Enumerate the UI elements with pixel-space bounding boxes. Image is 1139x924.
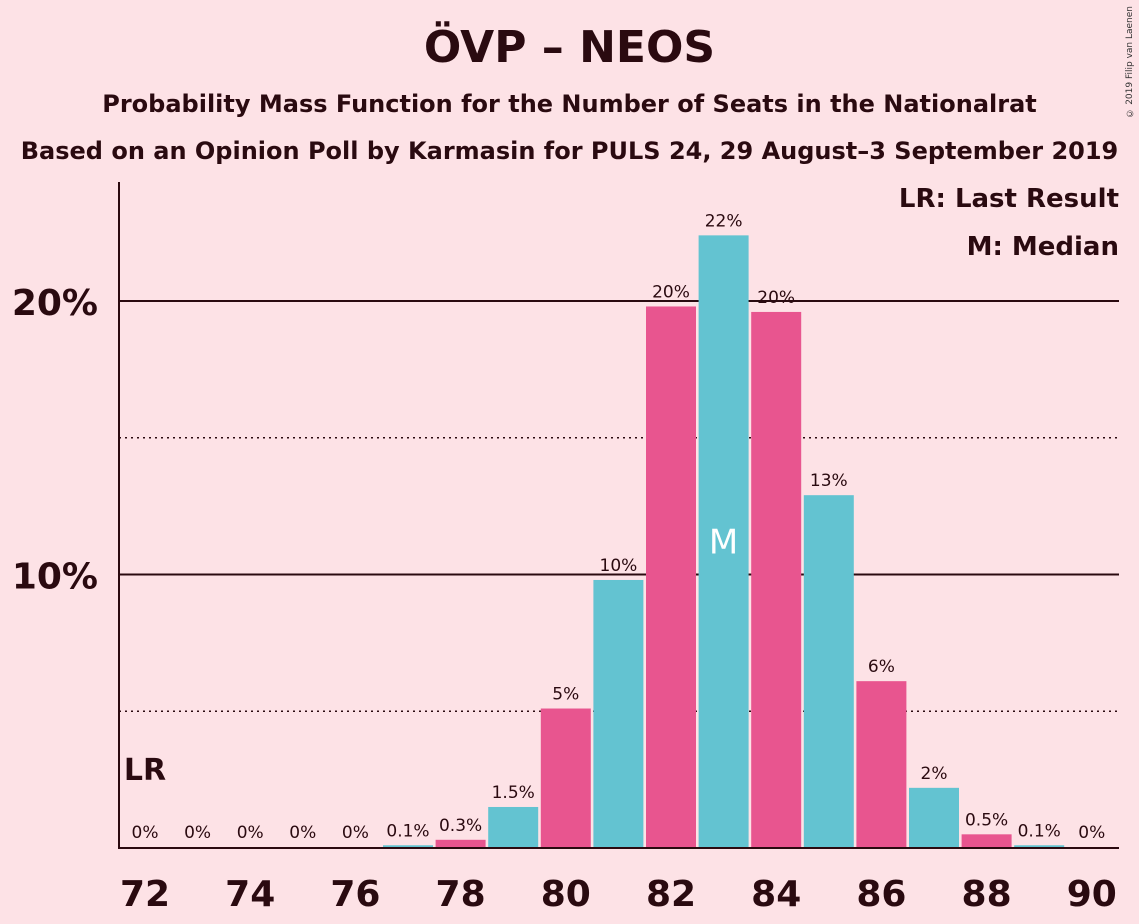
data-label: 2% <box>921 764 948 784</box>
data-label: 22% <box>705 211 743 231</box>
x-tick-label: 82 <box>646 874 696 915</box>
bar <box>383 845 433 848</box>
legend-median: M: Median <box>966 232 1119 262</box>
legend-last-result: LR: Last Result <box>898 184 1119 214</box>
data-label: 6% <box>868 657 895 677</box>
data-label: 0.5% <box>965 810 1008 830</box>
y-tick-label: 20% <box>12 283 98 324</box>
chart-subtitle: Probability Mass Function for the Number… <box>102 90 1037 118</box>
data-label: 20% <box>652 282 690 302</box>
last-result-marker: LR <box>124 753 166 788</box>
chart-title: ÖVP – NEOS <box>423 22 716 73</box>
data-label: 0% <box>237 823 264 843</box>
data-label: 0% <box>132 823 159 843</box>
bar <box>909 787 959 848</box>
x-tick-label: 84 <box>751 874 801 915</box>
x-tick-label: 88 <box>962 874 1012 915</box>
data-label: 0.1% <box>1018 821 1061 841</box>
bar <box>698 235 749 849</box>
data-label: 13% <box>810 471 848 491</box>
x-tick-label: 86 <box>856 874 906 915</box>
data-label: 0.3% <box>439 816 482 836</box>
data-label: 0.1% <box>386 821 429 841</box>
x-tick-label: 72 <box>120 874 170 915</box>
y-tick-label: 10% <box>12 557 98 598</box>
data-label: 10% <box>600 556 638 576</box>
data-label: 0% <box>1078 823 1105 843</box>
chart-source-line: Based on an Opinion Poll by Karmasin for… <box>20 137 1119 165</box>
data-label: 0% <box>342 823 369 843</box>
data-label: 20% <box>757 288 795 308</box>
bar <box>803 495 854 848</box>
median-marker: M <box>709 523 738 563</box>
bar <box>646 306 696 849</box>
x-tick-label: 76 <box>330 874 380 915</box>
data-label: 1.5% <box>492 783 535 803</box>
x-tick-label: 74 <box>225 874 275 915</box>
bar <box>1014 845 1065 848</box>
copyright-note: © 2019 Filip van Laenen <box>1125 6 1135 118</box>
data-label: 0% <box>289 823 316 843</box>
x-tick-label: 78 <box>436 874 486 915</box>
bar <box>751 311 802 848</box>
bar <box>856 681 907 848</box>
bar <box>593 579 644 848</box>
x-tick-label: 80 <box>541 874 591 915</box>
data-label: 0% <box>184 823 211 843</box>
bar <box>488 806 539 848</box>
x-tick-label: 90 <box>1067 874 1117 915</box>
bar <box>961 834 1012 848</box>
bar <box>435 839 486 848</box>
bar <box>540 708 591 848</box>
data-label: 5% <box>552 685 579 705</box>
